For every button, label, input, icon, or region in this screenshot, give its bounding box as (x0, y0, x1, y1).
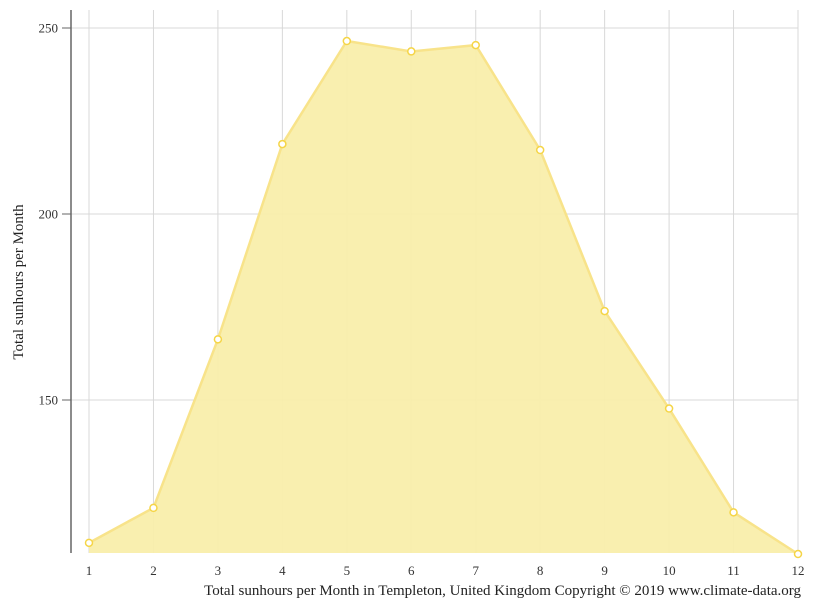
x-tick-label: 4 (279, 563, 286, 578)
x-tick-label: 12 (792, 563, 805, 578)
y-tick-label: 200 (39, 207, 59, 222)
series-line (88, 39, 799, 556)
data-point-month-5[interactable] (342, 36, 352, 46)
data-point-month-9[interactable] (600, 306, 609, 316)
data-point-month-2[interactable] (149, 503, 158, 513)
data-point-month-12[interactable] (793, 549, 803, 559)
x-tick-label: 3 (215, 563, 222, 578)
data-point-month-4[interactable] (278, 139, 287, 149)
area-series (88, 39, 799, 556)
y-tick-label: 150 (39, 393, 59, 408)
x-tick-label: 9 (601, 563, 608, 578)
y-tick-label: 250 (39, 21, 59, 36)
x-tick-label: 1 (86, 563, 93, 578)
data-point-month-8[interactable] (535, 145, 545, 155)
data-point-month-1[interactable] (84, 538, 94, 548)
x-tick-label: 2 (150, 563, 157, 578)
data-point-month-7[interactable] (471, 40, 480, 50)
x-tick-label: 7 (472, 563, 479, 578)
x-tick-label: 6 (408, 563, 415, 578)
data-point-month-3[interactable] (213, 335, 223, 344)
x-tick-label: 8 (537, 563, 544, 578)
y-axis-title: Total sunhours per Month (11, 204, 27, 360)
data-point-month-10[interactable] (664, 404, 674, 413)
x-tick-label: 10 (663, 563, 676, 578)
area-fill (89, 41, 798, 555)
x-tick-label: 5 (344, 563, 351, 578)
data-point-month-11[interactable] (729, 508, 738, 517)
x-tick-label: 11 (727, 563, 740, 578)
data-point-month-6[interactable] (407, 47, 416, 56)
chart-caption: Total sunhours per Month in Templeton, U… (204, 583, 801, 599)
data-point-markers (84, 36, 803, 559)
